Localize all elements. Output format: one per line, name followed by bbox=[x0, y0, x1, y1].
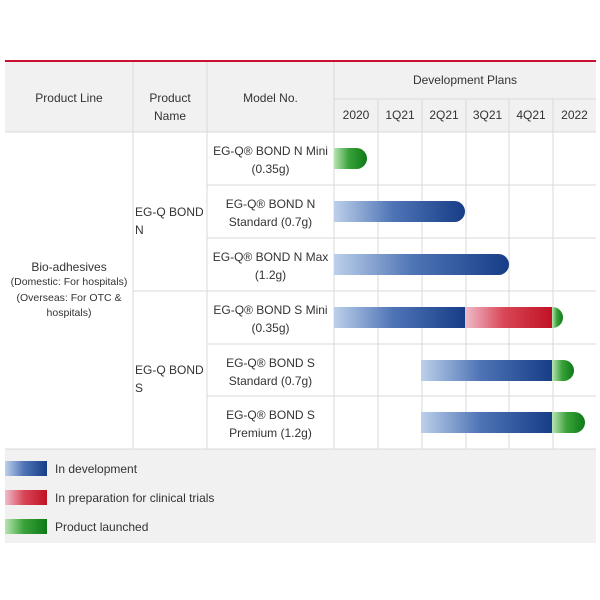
legend-label-clinical: In preparation for clinical trials bbox=[55, 491, 215, 505]
bar-row-1-launched bbox=[334, 148, 367, 169]
model-6-line1: EG-Q® BOND S bbox=[226, 408, 315, 422]
period-label-1q21: 1Q21 bbox=[385, 108, 415, 122]
model-3-line1: EG-Q® BOND N Max bbox=[212, 250, 329, 264]
model-6-line2: Premium (1.2g) bbox=[229, 426, 312, 440]
bar-row-4-development bbox=[334, 307, 465, 328]
legend-label-development: In development bbox=[55, 462, 138, 476]
product-line-sub-1: (Domestic: For hospitals) bbox=[10, 276, 128, 288]
product-name-n: EG-Q BOND N bbox=[135, 205, 204, 237]
product-line-title: Bio-adhesives bbox=[31, 260, 107, 274]
product-name-s: EG-Q BOND S bbox=[135, 363, 204, 395]
model-4-line2: (0.35g) bbox=[251, 321, 290, 335]
model-1-line1: EG-Q® BOND N Mini bbox=[213, 144, 328, 158]
header-development-plans: Development Plans bbox=[412, 73, 518, 87]
model-1-line2: (0.35g) bbox=[251, 162, 290, 176]
period-label-2020: 2020 bbox=[342, 108, 370, 122]
bar-row-5-launched bbox=[552, 359, 575, 381]
model-2-line2: Standard (0.7g) bbox=[228, 215, 313, 229]
bar-row-2-development bbox=[334, 201, 465, 222]
model-4-line1: EG-Q® BOND S Mini bbox=[213, 303, 328, 317]
period-label-2022: 2022 bbox=[561, 108, 588, 122]
legend-swatch-launched bbox=[5, 519, 47, 534]
period-label-2q21: 2Q21 bbox=[429, 108, 459, 122]
header-product-line: Product Line bbox=[35, 91, 103, 105]
bar-row-5-development bbox=[421, 359, 553, 381]
accent-top-line bbox=[5, 60, 596, 62]
product-line-sub-2: (Overseas: For OTC & bbox=[16, 292, 122, 304]
legend-swatch-development bbox=[5, 461, 47, 476]
legend-label-launched: Product launched bbox=[55, 520, 149, 534]
bar-row-4-clinical bbox=[465, 307, 553, 328]
period-label-3q21: 3Q21 bbox=[472, 108, 503, 122]
product-line-sub-3: hospitals) bbox=[46, 307, 92, 319]
bar-row-6-launched bbox=[552, 412, 586, 433]
model-2-line1: EG-Q® BOND N bbox=[225, 197, 316, 211]
bar-row-3-development bbox=[334, 254, 509, 275]
header-model-no: Model No. bbox=[243, 91, 298, 105]
model-5-line2: Standard (0.7g) bbox=[228, 374, 313, 388]
bar-row-4-launched bbox=[552, 307, 564, 328]
period-label-4q21: 4Q21 bbox=[516, 108, 546, 122]
model-5-line1: EG-Q® BOND S bbox=[226, 356, 315, 370]
model-3-line2: (1.2g) bbox=[254, 268, 287, 282]
bar-row-6-development bbox=[421, 412, 553, 433]
legend-swatch-clinical bbox=[5, 490, 47, 505]
header-product-name: Product Name bbox=[149, 91, 191, 123]
